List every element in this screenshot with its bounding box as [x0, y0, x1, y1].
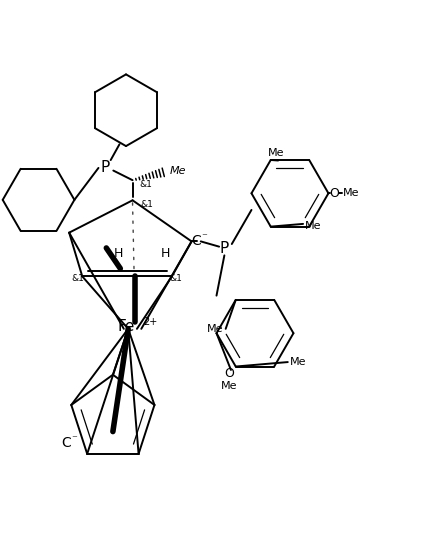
Text: &1: &1 — [140, 200, 153, 209]
Text: O: O — [330, 187, 340, 200]
Text: P: P — [220, 242, 229, 256]
Text: ⁻: ⁻ — [201, 232, 207, 242]
Text: Me: Me — [305, 221, 322, 231]
Text: &1: &1 — [169, 275, 182, 283]
Text: Me: Me — [290, 357, 306, 367]
Text: Fe: Fe — [117, 319, 135, 334]
Text: C: C — [61, 436, 71, 450]
Text: H: H — [161, 246, 170, 259]
Text: &1: &1 — [71, 275, 84, 283]
Text: Me: Me — [220, 381, 237, 391]
Text: H: H — [114, 246, 123, 259]
Text: &1: &1 — [139, 180, 152, 189]
Text: ⁻: ⁻ — [71, 434, 77, 444]
Text: Me: Me — [207, 324, 224, 334]
Text: Me: Me — [343, 188, 360, 199]
Text: Me: Me — [268, 149, 284, 158]
Text: P: P — [101, 160, 110, 176]
Text: Me: Me — [170, 165, 187, 176]
Text: C: C — [191, 234, 201, 249]
Text: O: O — [224, 367, 234, 380]
Text: 2+: 2+ — [143, 317, 158, 327]
